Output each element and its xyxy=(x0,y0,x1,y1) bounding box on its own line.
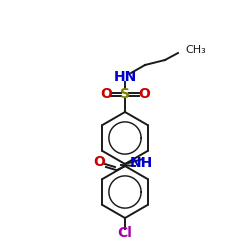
Text: CH₃: CH₃ xyxy=(185,45,206,55)
Text: O: O xyxy=(138,87,150,101)
Text: NH: NH xyxy=(130,156,152,170)
Text: Cl: Cl xyxy=(118,226,132,240)
Text: HN: HN xyxy=(114,70,136,84)
Text: O: O xyxy=(100,87,112,101)
Text: O: O xyxy=(93,155,105,169)
Text: S: S xyxy=(120,87,130,101)
